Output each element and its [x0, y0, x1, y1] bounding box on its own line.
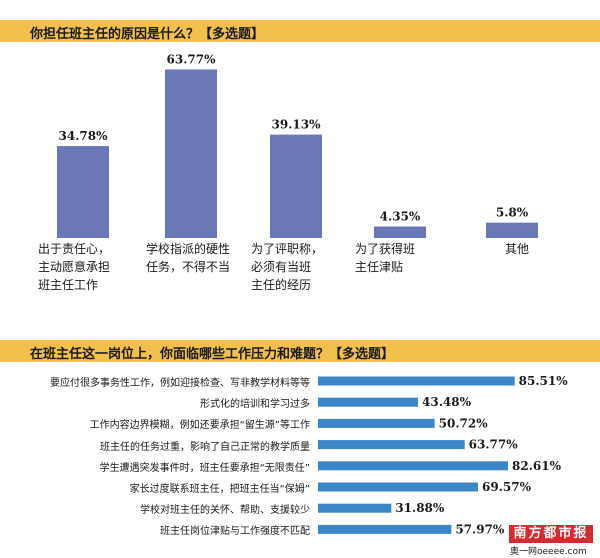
chart1-title-bar: 你担任班主任的原因是什么？【多选题】	[0, 20, 600, 42]
chart1-title: 你担任班主任的原因是什么？【多选题】	[30, 27, 265, 42]
chart1-category-line: 为了评职称，	[251, 242, 324, 256]
chart1-category-label: 为了获得班 主任津贴	[355, 240, 455, 276]
chart1-bar	[486, 222, 538, 238]
chart2-bar	[318, 397, 419, 407]
chart2-category-label: 学生遭遇突发事件时，班主任要承担“无限责任”	[99, 462, 310, 474]
chart2-category-label: 家长过度联系班主任，把班主任当“保姆”	[129, 484, 310, 495]
chart2-bar	[318, 482, 479, 492]
chart2-category-label: 形式化的培训和学习过多	[200, 399, 310, 411]
chart1-category-line: 学校指派的硬性	[146, 242, 231, 256]
chart1-category-label: 为了评职称， 必须有当班主任的经历	[251, 240, 351, 294]
chart1-category-label: 其他	[467, 240, 567, 258]
chart2-category-label: 要应付很多事务性工作，例如迎接检查、写非教学材料等等	[50, 378, 310, 389]
chart1-category-line: 出于责任心，	[38, 242, 111, 256]
newspaper-logo: 南方都市报	[509, 525, 593, 543]
chart1-category-line: 任务，不得不当	[146, 260, 231, 274]
chart1-bar	[374, 226, 426, 238]
chart1-category-line: 其他	[504, 242, 529, 256]
chart1-svg: 34.78% 63.77% 39.13% 4.35% 5.8%	[57, 52, 538, 238]
chart1-bar	[270, 134, 322, 238]
chart2-value-label: 82.61%	[512, 459, 562, 473]
chart2-bar	[318, 376, 515, 386]
chart1-category-label: 出于责任心， 主动愿意承担 班主任工作	[38, 240, 138, 294]
chart2-value-label: 43.48%	[422, 395, 472, 409]
chart2-svg: 85.51% 43.48% 50.72% 63.77% 82.61% 69.57% 31.8…	[318, 374, 569, 536]
chart1-value-label: 34.78%	[59, 129, 109, 143]
website-label: 奥一网oeeee.com	[510, 547, 587, 557]
chart1-bar	[57, 146, 109, 238]
chart2-bar	[318, 440, 465, 450]
chart2-bar	[318, 418, 435, 428]
chart1-category-line: 班主任工作	[38, 278, 99, 292]
chart2-bar	[318, 524, 452, 534]
chart2-category-label: 班主任的任务过重，影响了自己正常的教学质量	[100, 441, 310, 453]
chart1-category-line: 主任津贴	[355, 260, 404, 274]
chart1-bar	[165, 69, 217, 238]
chart2-value-label: 50.72%	[439, 416, 489, 430]
chart2-title: 在班主任这一岗位上，你面临哪些工作压力和难题？【多选题】	[30, 347, 395, 362]
chart2-category-label: 班主任岗位津贴与工作强度不匹配	[160, 526, 310, 538]
chart2-value-label: 31.88%	[395, 501, 445, 515]
chart1-category-label: 学校指派的硬性 任务，不得不当	[146, 240, 246, 276]
chart1-category-line: 主动愿意承担	[38, 260, 111, 274]
chart1-value-label: 63.77%	[167, 52, 217, 66]
chart1-value-label: 4.35%	[380, 210, 421, 224]
chart1-category-line: 为了获得班	[355, 242, 416, 256]
chart2-category-label: 学校对班主任的关怀、帮助、支援较少	[140, 505, 310, 517]
chart2-title-bar: 在班主任这一岗位上，你面临哪些工作压力和难题？【多选题】	[0, 340, 600, 362]
chart1-value-label: 5.8%	[496, 206, 529, 220]
chart1-category-line: 主任的经历	[251, 278, 312, 292]
chart2-value-label: 57.97%	[455, 522, 505, 536]
chart2-value-label: 85.51%	[519, 374, 569, 388]
chart2-value-label: 69.57%	[482, 480, 532, 494]
chart1-category-line: 必须有当班	[251, 260, 312, 274]
chart2-value-label: 63.77%	[469, 438, 519, 452]
chart2-bar	[318, 503, 392, 513]
chart2-category-label: 工作内容边界模糊，例如还要承担“留生源”等工作	[89, 420, 310, 432]
chart1-value-label: 39.13%	[272, 118, 322, 132]
chart2-bar	[318, 461, 509, 471]
